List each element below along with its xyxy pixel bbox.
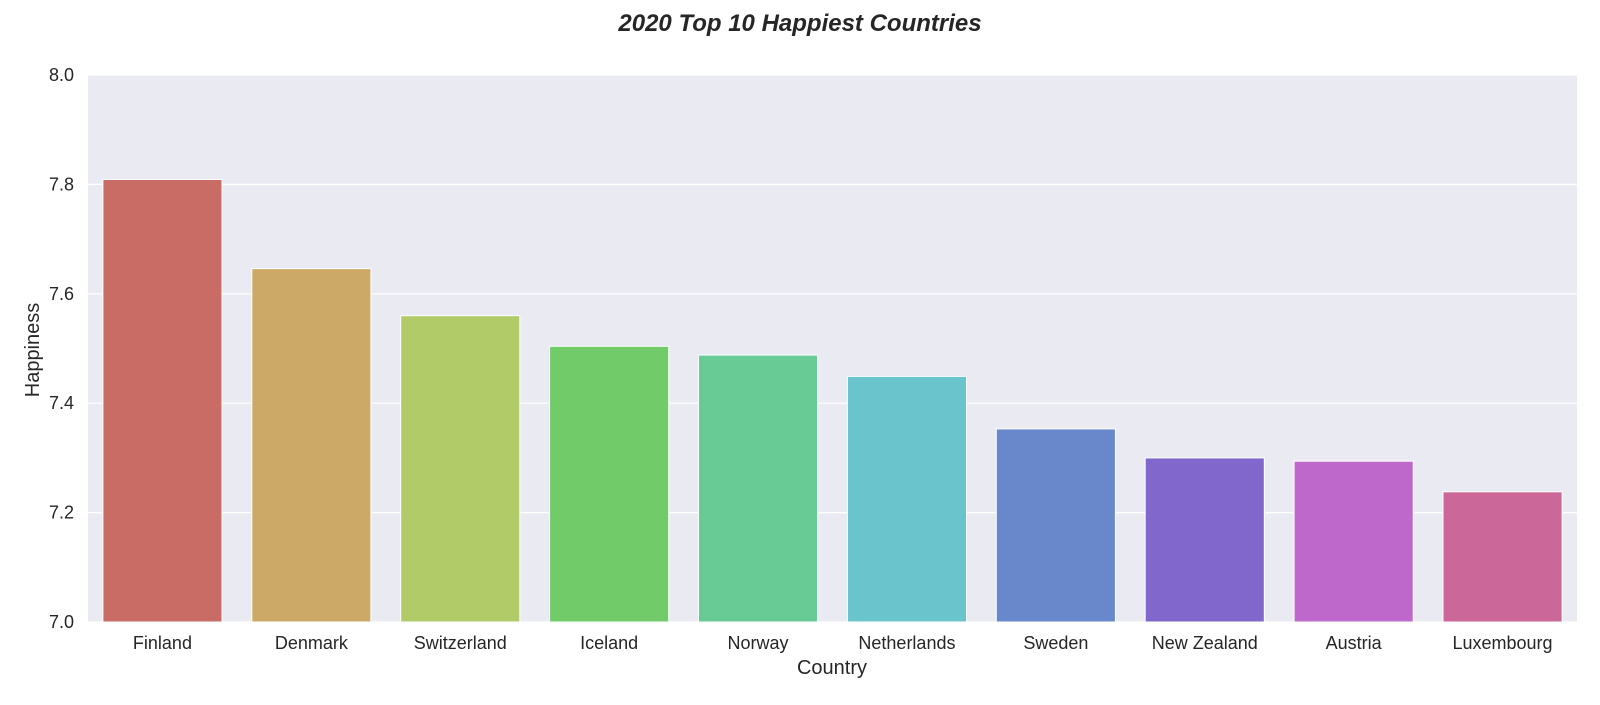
bars: [102, 178, 1563, 623]
bar-iceland: [549, 345, 670, 623]
y-tick-label: 7.4: [49, 393, 74, 413]
y-axis-label: Happiness: [22, 303, 44, 398]
x-tick-label: Denmark: [275, 633, 349, 653]
bar-austria: [1293, 460, 1414, 623]
x-tick-label: Luxembourg: [1453, 633, 1553, 653]
x-tick-label: Switzerland: [414, 633, 507, 653]
bar-switzerland: [400, 315, 521, 623]
y-tick-label: 7.6: [49, 284, 74, 304]
x-axis-label: Country: [797, 657, 867, 679]
x-tick-label: New Zealand: [1152, 633, 1258, 653]
y-tick-label: 8.0: [49, 65, 74, 85]
x-tick-label: Sweden: [1023, 633, 1088, 653]
bar-denmark: [251, 268, 372, 623]
y-tick-label: 7.2: [49, 503, 74, 523]
x-tick-label: Netherlands: [858, 633, 955, 653]
y-tick-label: 7.8: [49, 174, 74, 194]
bar-finland: [102, 178, 223, 623]
chart-title: 2020 Top 10 Happiest Countries: [617, 10, 981, 37]
bar-netherlands: [846, 375, 968, 623]
x-tick-label: Norway: [728, 633, 789, 653]
y-tick-label: 7.0: [49, 612, 74, 632]
x-axis-ticks: Finland Denmark Switzerland Iceland Norway Ne…: [133, 633, 1553, 653]
bar-new-zealand: [1144, 457, 1265, 623]
x-tick-label: Iceland: [580, 633, 638, 653]
bar-norway: [697, 354, 819, 623]
x-tick-label: Finland: [133, 633, 192, 653]
x-tick-label: Austria: [1326, 633, 1383, 653]
y-axis-ticks: 7.0 7.2 7.4 7.6 7.8 8.0: [49, 65, 74, 632]
bar-luxembourg: [1442, 491, 1563, 623]
bar-sweden: [995, 428, 1116, 623]
